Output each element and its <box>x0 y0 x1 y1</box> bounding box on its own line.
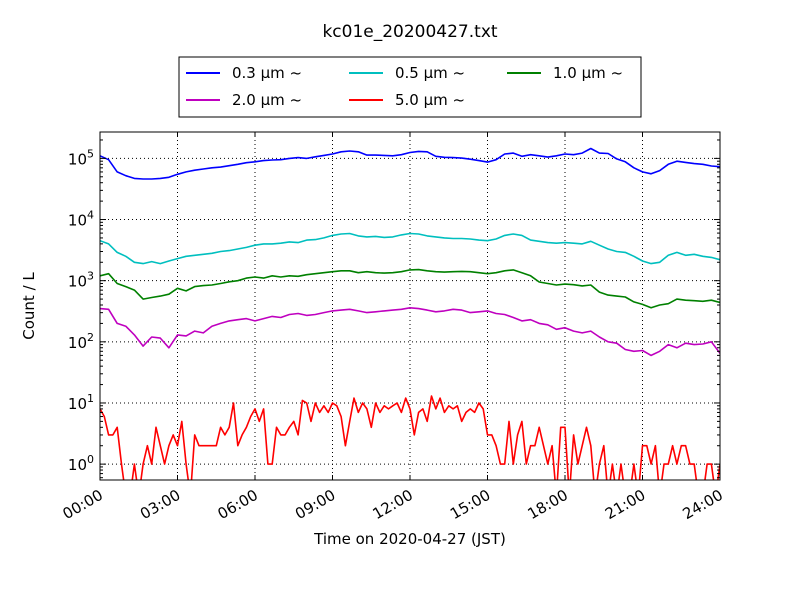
series-line-3 <box>100 268 720 309</box>
legend: 0.3 μm ~ 0.5 μm ~ 1.0 μm ~ 2.0 μm ~ 5.0 μm ~ <box>178 56 642 118</box>
series-line-4 <box>100 306 720 357</box>
legend-label: 0.3 μm ~ <box>232 64 302 82</box>
y-tick-label: 101 <box>68 392 94 413</box>
legend-label: 0.5 μm ~ <box>395 64 465 82</box>
y-axis-label: Count / L <box>20 272 38 340</box>
y-tick-label: 102 <box>68 331 94 352</box>
series-line-5 <box>100 395 720 480</box>
x-axis-label: Time on 2020-04-27 (JST) <box>313 530 506 548</box>
legend-label: 5.0 μm ~ <box>395 91 465 109</box>
y-tick-label: 105 <box>68 147 94 168</box>
y-tick-label: 100 <box>68 453 94 474</box>
legend-label: 2.0 μm ~ <box>232 91 302 109</box>
series-layer <box>100 147 720 480</box>
legend-box <box>178 56 642 118</box>
y-tick-label: 104 <box>68 209 94 230</box>
chart-title: kc01e_20200427.txt <box>322 22 497 42</box>
y-tick-label: 103 <box>68 270 94 291</box>
series-line-1 <box>100 147 720 180</box>
series-line-2 <box>100 232 720 265</box>
legend-label: 1.0 μm ~ <box>553 64 623 82</box>
